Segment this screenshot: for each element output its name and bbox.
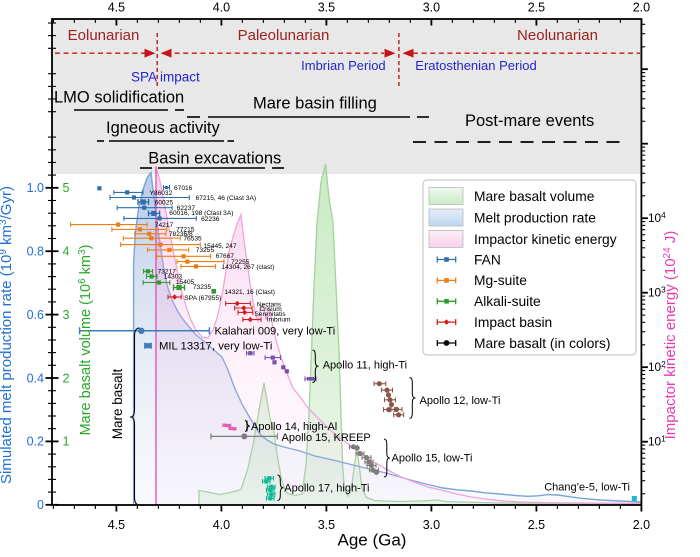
svg-text:Mare basalt: Mare basalt [110,368,125,439]
svg-text:Imbrium: Imbrium [267,316,291,323]
svg-text:67016: 67016 [174,185,193,192]
svg-text:76535: 76535 [183,236,202,243]
svg-text:2: 2 [63,371,70,385]
svg-text:4: 4 [63,245,70,259]
svg-text:Imbrian Period: Imbrian Period [301,58,386,73]
svg-text:0: 0 [37,498,44,512]
svg-text:60016, 198 (Clast 3A): 60016, 198 (Clast 3A) [169,210,233,217]
svg-text:SPA impact: SPA impact [131,70,200,85]
svg-text:1.0: 1.0 [27,181,44,195]
svg-text:3.5: 3.5 [318,0,335,14]
svg-text:62236: 62236 [201,216,220,223]
svg-text:Mare basalt volume (106 km3): Mare basalt volume (106 km3) [77,245,94,436]
svg-text:Alkali-suite: Alkali-suite [474,294,541,309]
svg-text:Apollo 17, high-Ti: Apollo 17, high-Ti [284,483,369,495]
svg-text:77215: 77215 [176,226,195,233]
svg-text:5: 5 [63,181,70,195]
svg-text:Y86032: Y86032 [150,190,173,197]
svg-text:1: 1 [63,435,70,449]
svg-text:60025: 60025 [155,199,174,206]
svg-text:Melt production rate: Melt production rate [474,210,596,225]
svg-text:Post-mare events: Post-mare events [465,112,594,130]
svg-text:Mare basalt (in colors): Mare basalt (in colors) [474,336,610,351]
svg-text:3.5: 3.5 [318,518,335,532]
svg-text:Impact basin: Impact basin [474,315,552,330]
svg-text:Apollo 11, high-Ti: Apollo 11, high-Ti [323,360,407,372]
svg-text:78236/8: 78236/8 [169,231,193,238]
svg-text:4.5: 4.5 [108,518,125,532]
svg-text:Basin excavations: Basin excavations [148,150,281,168]
svg-text:73217: 73217 [158,268,177,275]
svg-text:Apollo 15, low-Ti: Apollo 15, low-Ti [392,453,473,465]
svg-text:0.8: 0.8 [27,245,44,259]
svg-text:Nectaris: Nectaris [257,301,282,308]
svg-text:14304, 267 (clast): 14304, 267 (clast) [222,264,275,271]
svg-text:15405: 15405 [176,279,195,286]
svg-text:Simulated melt production rate: Simulated melt production rate (109 km3/… [0,186,15,484]
svg-text:Mare basin filling: Mare basin filling [253,95,377,113]
svg-text:Neolunarian: Neolunarian [517,27,598,44]
svg-text:14303: 14303 [164,274,183,281]
svg-text:Mare basalt volume: Mare basalt volume [474,189,595,204]
svg-text:LMO solidification: LMO solidification [54,89,184,107]
svg-text:67667: 67667 [216,253,235,260]
svg-text:FAN: FAN [474,252,501,267]
svg-text:0.4: 0.4 [27,371,44,385]
svg-text:0.6: 0.6 [27,308,44,322]
svg-text:Mg-suite: Mg-suite [474,273,527,288]
svg-text:Igneous activity: Igneous activity [106,119,220,137]
svg-text:Crisium: Crisium [259,306,282,313]
svg-text:2.0: 2.0 [633,518,650,532]
svg-text:2.5: 2.5 [528,518,545,532]
svg-text:2.0: 2.0 [633,0,650,14]
svg-text:SPA (67955): SPA (67955) [184,295,221,302]
svg-text:73255: 73255 [196,247,215,254]
svg-text:14321, 16 (Clast): 14321, 16 (Clast) [224,289,275,296]
svg-text:Serenitatis: Serenitatis [254,311,286,318]
svg-text:Apollo 15, KREEP: Apollo 15, KREEP [282,432,371,444]
svg-text:Impactor kinetic energy (1024: Impactor kinetic energy (1024 J) [662,231,679,440]
svg-text:Chang’e-5, low-Ti: Chang’e-5, low-Ti [544,482,630,494]
svg-text:3: 3 [63,308,70,322]
svg-text:67215, 46 (Clast 3A): 67215, 46 (Clast 3A) [196,195,256,202]
svg-text:74217: 74217 [155,222,174,229]
svg-text:0.2: 0.2 [27,435,44,449]
svg-text:Impactor kinetic energy: Impactor kinetic energy [474,232,617,247]
svg-text:4.0: 4.0 [213,518,230,532]
svg-text:73235: 73235 [193,284,212,291]
svg-text:4.0: 4.0 [213,0,230,14]
svg-text:Eratosthenian Period: Eratosthenian Period [415,58,536,73]
svg-text:15445, 247: 15445, 247 [204,243,237,250]
svg-text:62237: 62237 [177,205,196,212]
svg-text:Apollo 12, low-Ti: Apollo 12, low-Ti [420,395,501,407]
svg-text:Apollo 14, high-Al: Apollo 14, high-Al [251,421,337,433]
svg-text:Eolunarian: Eolunarian [68,27,140,44]
svg-text:3.0: 3.0 [423,0,440,14]
svg-text:2.5: 2.5 [528,0,545,14]
svg-text:Age (Ga): Age (Ga) [338,531,407,550]
svg-text:3.0: 3.0 [423,518,440,532]
svg-text:72255: 72255 [231,259,250,266]
svg-text:Paleolunarian: Paleolunarian [238,27,330,44]
svg-text:Kalahari 009, very low-Ti: Kalahari 009, very low-Ti [215,326,336,338]
svg-text:4.5: 4.5 [108,0,125,14]
svg-text:MIL 13317, very low-Ti: MIL 13317, very low-Ti [159,340,272,352]
